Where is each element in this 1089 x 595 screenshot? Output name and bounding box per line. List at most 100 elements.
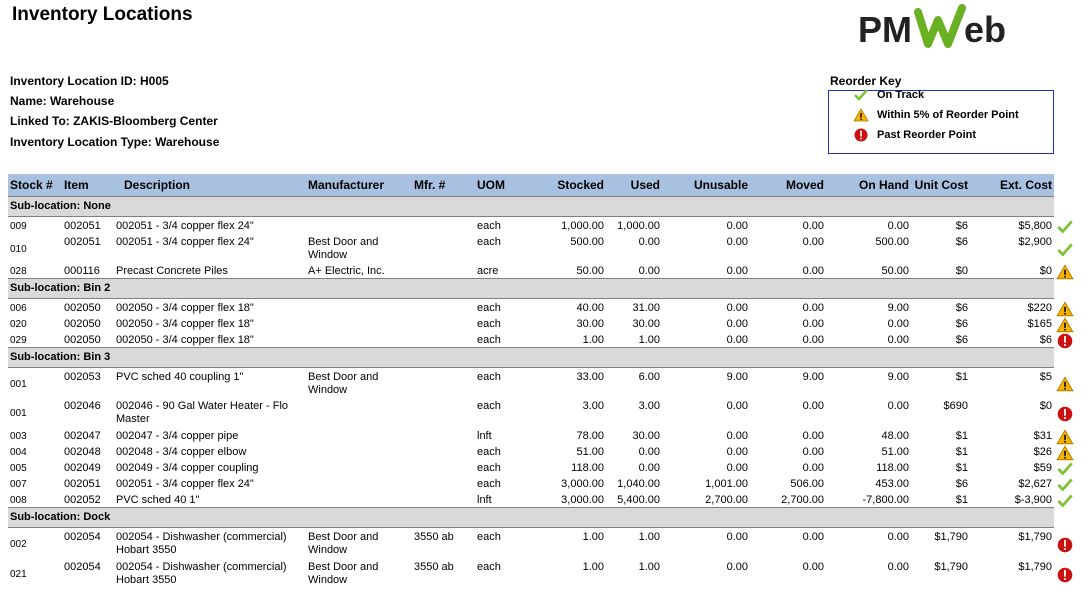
col-uom[interactable]: UOM (475, 174, 535, 197)
uom: each (477, 446, 501, 458)
item-number: 002048 (64, 446, 101, 458)
on-hand: 51.00 (881, 446, 909, 458)
description: 002051 - 3/4 copper flex 24" (116, 236, 254, 248)
moved: 0.00 (802, 400, 824, 412)
table-row: 028 000116 Precast Concrete Piles A+ Electr… (8, 262, 1054, 279)
unusable: 0.00 (726, 265, 748, 277)
used: 30.00 (632, 318, 660, 330)
unit-cost: $6 (955, 236, 968, 248)
reorder-key: On Track Within 5% of Reorder Point Past… (828, 89, 1054, 154)
moved: 0.00 (802, 302, 824, 314)
unit-cost: $6 (955, 318, 968, 330)
stocked: 1.00 (582, 531, 604, 543)
on-hand: 9.00 (887, 371, 909, 383)
col-unit-cost[interactable]: Unit Cost (911, 174, 970, 197)
item-number: 002051 (64, 478, 101, 490)
uom: each (477, 560, 501, 573)
ext-cost: $165 (1027, 318, 1052, 330)
mfr-number: 3550 ab (414, 560, 454, 573)
table-row: 005 002049 002049 - 3/4 copper coupling eac… (8, 459, 1054, 475)
manufacturer: A+ Electric, Inc. (308, 265, 385, 277)
on-hand: 50.00 (881, 265, 909, 277)
table-row: 004 002048 002048 - 3/4 copper elbow each 51… (8, 443, 1054, 459)
on-hand: -7,800.00 (862, 494, 909, 506)
sublocation-label: Sub-location: Bin 3 (8, 347, 1054, 368)
location-type: Inventory Location Type: Warehouse (10, 135, 220, 149)
check-icon (1056, 493, 1076, 511)
used: 0.00 (638, 265, 660, 277)
ext-cost: $0 (1039, 265, 1052, 277)
unit-cost: $6 (955, 220, 968, 232)
on-hand: 9.00 (887, 302, 909, 314)
unusable: 9.00 (726, 371, 748, 383)
on-hand: 0.00 (887, 334, 909, 346)
col-used[interactable]: Used (606, 174, 662, 197)
stocked: 3,000.00 (561, 494, 604, 506)
description: 002054 - Dishwasher (commercial) Hobart … (116, 560, 287, 586)
stocked: 30.00 (576, 318, 604, 330)
manufacturer (306, 475, 408, 491)
linked-to: Linked To: ZAKIS-Bloomberg Center (10, 114, 218, 128)
col-manufacturer[interactable]: Manufacturer (306, 174, 408, 197)
unusable: 0.00 (726, 446, 748, 458)
sublocation-row: Sub-location: Bin 2 (8, 278, 1054, 299)
mfr-number (408, 315, 475, 331)
on-hand: 0.00 (887, 400, 909, 412)
mfr-number (408, 331, 475, 348)
unusable: 0.00 (726, 531, 748, 543)
mfr-number (408, 475, 475, 491)
description: 002049 - 3/4 copper coupling (116, 462, 259, 474)
stocked: 1.00 (582, 560, 604, 573)
unit-cost: $1 (955, 430, 968, 442)
uom: each (477, 371, 501, 383)
moved: 0.00 (802, 462, 824, 474)
stock-number: 007 (10, 479, 27, 490)
sublocation-label: Sub-location: Bin 2 (8, 278, 1054, 299)
stocked: 1,000.00 (561, 220, 604, 232)
unusable: 2,700.00 (705, 494, 748, 506)
inventory-table: Stock # Item Description Manufacturer Mf… (8, 174, 1054, 588)
unusable: 0.00 (726, 560, 748, 573)
unit-cost: $1 (955, 371, 968, 383)
col-unusable[interactable]: Unusable (662, 174, 750, 197)
reorder-key-title: Reorder Key (830, 74, 902, 88)
col-description[interactable]: Description (114, 174, 306, 197)
item-number: 002054 (64, 560, 101, 573)
mfr-number (408, 491, 475, 508)
item-number: 002047 (64, 430, 101, 442)
on-hand: 0.00 (887, 531, 909, 543)
manufacturer (306, 331, 408, 348)
uom: each (477, 236, 501, 248)
unusable: 0.00 (726, 318, 748, 330)
warning-icon (1056, 429, 1076, 447)
key-label: Past Reorder Point (877, 129, 977, 141)
stock-number: 020 (10, 319, 27, 330)
moved: 0.00 (802, 236, 824, 248)
on-hand: 453.00 (875, 478, 909, 490)
manufacturer (306, 427, 408, 443)
used: 1,040.00 (617, 478, 660, 490)
col-stock[interactable]: Stock # (8, 174, 62, 197)
col-stocked[interactable]: Stocked (535, 174, 606, 197)
ext-cost: $0 (1039, 400, 1052, 412)
table-header-row: Stock # Item Description Manufacturer Mf… (8, 174, 1054, 197)
table-row: 009 002051 002051 - 3/4 copper flex 24" eac… (8, 217, 1054, 234)
col-mfr-number[interactable]: Mfr. # (408, 174, 475, 197)
error-icon (1056, 567, 1076, 585)
col-on-hand[interactable]: On Hand (826, 174, 911, 197)
col-ext-cost[interactable]: Ext. Cost (970, 174, 1054, 197)
col-item[interactable]: Item (62, 174, 114, 197)
unusable: 0.00 (726, 462, 748, 474)
col-moved[interactable]: Moved (750, 174, 826, 197)
key-label: Within 5% of Reorder Point (877, 109, 1019, 121)
table-row: 010 002051 002051 - 3/4 copper flex 24" Bes… (8, 233, 1054, 262)
stocked: 500.00 (570, 236, 604, 248)
warning-icon (853, 108, 869, 122)
unit-cost: $1 (955, 446, 968, 458)
mfr-number (408, 459, 475, 475)
unusable: 0.00 (726, 430, 748, 442)
item-number: 002050 (64, 334, 101, 346)
unit-cost: $690 (943, 400, 968, 412)
manufacturer (306, 299, 408, 316)
table-row: 002 002054 002054 - Dishwasher (commercial… (8, 528, 1054, 558)
